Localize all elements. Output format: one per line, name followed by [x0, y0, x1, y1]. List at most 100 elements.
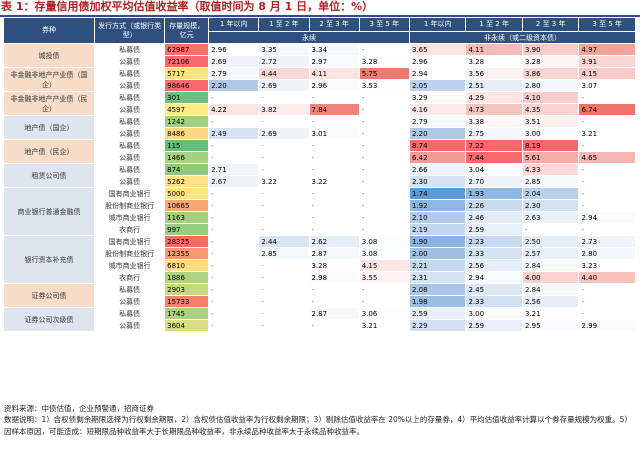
yield-cell: - — [358, 211, 410, 224]
yield-cell: 2.30 — [408, 175, 467, 188]
yield-cell: 4.15 — [358, 259, 410, 272]
issue-method-cell: 公募债 — [94, 175, 166, 188]
yield-cell: - — [208, 115, 260, 128]
yield-cell: 2.29 — [408, 319, 467, 332]
issue-method-cell: 私募债 — [94, 139, 166, 152]
yield-cell: - — [258, 139, 310, 152]
table-row: 地产债（国企） 私募债 1242- - - -2.79 3.38 3.51- — [2, 115, 636, 140]
table-row: 公募债 1466- - - -6.42 7.44 5.61 4.65 — [4, 151, 636, 164]
yield-cell: 3.21 — [521, 307, 580, 320]
yield-cell: - — [521, 223, 580, 236]
yield-cell: 2.44 — [258, 235, 310, 248]
yield-cell: 3.86 — [521, 67, 580, 80]
yield-cell: - — [358, 283, 410, 296]
yield-cell: 3.28 — [358, 55, 410, 68]
yield-cell: 2.96 — [208, 43, 260, 56]
bond-type-cell: 非金融非地产产业债（国企） — [2, 67, 96, 92]
issue-method-cell: 城市商业银行 — [94, 259, 166, 272]
yield-cell: 3.22 — [258, 175, 310, 188]
yield-cell: - — [308, 319, 360, 332]
yield-cell: - — [578, 223, 636, 236]
yield-cell: 1.74 — [408, 187, 467, 200]
yield-cell: 3.04 — [465, 163, 523, 176]
table-row: 农商行 997- - - -2.19 2.59- - — [4, 223, 636, 236]
yield-cell: 4.10 — [521, 91, 580, 104]
issue-method-cell: 公募债 — [94, 103, 166, 116]
yield-cell: 1.90 — [408, 235, 467, 248]
yield-cell: 2.33 — [465, 295, 523, 308]
outstanding-size-cell: 115 — [164, 139, 210, 152]
table-title: 表 1：存量信用债加权平均估值收益率（取值时间为 8 月 1 日，单位：%） — [1, 0, 374, 13]
outstanding-size-cell: 15733 — [164, 295, 210, 308]
yield-cell: 2.51 — [465, 79, 523, 92]
yield-cell: 7.22 — [465, 139, 523, 152]
outstanding-size-cell: 4597 — [164, 103, 210, 116]
yield-cell: - — [358, 43, 410, 56]
outstanding-size-cell: 5717 — [164, 67, 210, 80]
yield-cell: - — [208, 271, 260, 284]
table-row: 地产债（民企） 私募债 115- - - -8.74 7.22 8.19- — [2, 139, 636, 164]
yield-cell: - — [578, 307, 636, 320]
yield-cell: 2.97 — [308, 55, 360, 68]
yield-cell: 2.95 — [521, 319, 580, 332]
header-term-nonperp-1: 1 至 2 年 — [465, 17, 523, 32]
yield-cell: 2.49 — [208, 127, 260, 140]
yield-cell: - — [578, 139, 636, 152]
issue-method-cell: 农商行 — [94, 223, 166, 236]
yield-cell: 8.74 — [408, 139, 467, 152]
yield-cell: - — [208, 199, 260, 212]
yield-cell: - — [208, 139, 260, 152]
yield-cell: 2.70 — [465, 175, 523, 188]
yield-cell: 2.56 — [521, 295, 580, 308]
yield-cell: 3.53 — [358, 79, 410, 92]
yield-cell: 2.94 — [578, 211, 636, 224]
yield-cell: 4.11 — [308, 67, 360, 80]
yield-cell: - — [258, 211, 310, 224]
yield-cell: 4.44 — [258, 67, 310, 80]
table-row: 非金融非地产产业债（国企） 私募债 5717 2.79 4.44 4.11 5.75 2.94… — [2, 67, 636, 92]
yield-cell: 3.34 — [308, 43, 360, 56]
yield-cell: 3.28 — [465, 55, 523, 68]
yield-cell: - — [308, 211, 360, 224]
yield-cell: 4.00 — [521, 271, 580, 284]
yield-cell: 2.69 — [258, 79, 310, 92]
yield-cell: 3.23 — [578, 259, 636, 272]
outstanding-size-cell: 301 — [164, 91, 210, 104]
table-row: 公募债 15733- - - -1.98 2.33 2.56- — [4, 295, 636, 308]
yield-cell: 3.28 — [521, 55, 580, 68]
bond-type-cell: 非金融非地产产业债（民企） — [2, 91, 96, 116]
outstanding-size-cell: 1745 — [164, 307, 210, 320]
yield-cell: - — [208, 319, 260, 332]
yield-cell: - — [358, 223, 410, 236]
yield-cell: 2.67 — [208, 175, 260, 188]
yield-cell: 2.10 — [408, 211, 467, 224]
yield-cell: 2.30 — [521, 199, 580, 212]
issue-method-cell: 城市商业银行 — [94, 211, 166, 224]
yield-cell: 3.56 — [465, 67, 523, 80]
yield-cell: 2.31 — [408, 271, 467, 284]
table-row: 银行资本补充债 国有商业银行 28325-2.44 2.62 3.08 1.90 2.23 2… — [2, 235, 636, 284]
yield-cell: 4.33 — [521, 163, 580, 176]
yield-cell: 3.82 — [258, 103, 310, 116]
outstanding-size-cell: 28325 — [164, 235, 210, 248]
yield-cell: - — [308, 187, 360, 200]
yield-cell: - — [578, 91, 636, 104]
yield-cell: 4.11 — [465, 43, 523, 56]
yield-cell: - — [308, 295, 360, 308]
title-bar: 表 1：存量信用债加权平均估值收益率（取值时间为 8 月 1 日，单位：%） — [0, 0, 640, 17]
yield-cell: 2.87 — [308, 247, 360, 260]
yield-cell: 3.00 — [521, 127, 580, 140]
yield-cell: 4.29 — [465, 91, 523, 104]
yield-cell: 2.57 — [521, 247, 580, 260]
yield-cell: 2.85 — [258, 247, 310, 260]
table-row: 公募债 4597 4.22 3.82 7.84-4.16 4.73 4.35 6.74 — [4, 103, 636, 116]
yield-cell: 3.28 — [308, 259, 360, 272]
yield-cell: 3.07 — [578, 79, 636, 92]
yield-cell: 2.69 — [208, 55, 260, 68]
issue-method-cell: 股份制商业银行 — [94, 247, 166, 260]
yield-cell: 2.79 — [208, 67, 260, 80]
yield-cell: 2.75 — [465, 127, 523, 140]
yield-cell: 4.73 — [465, 103, 523, 116]
yield-cell: - — [358, 151, 410, 164]
